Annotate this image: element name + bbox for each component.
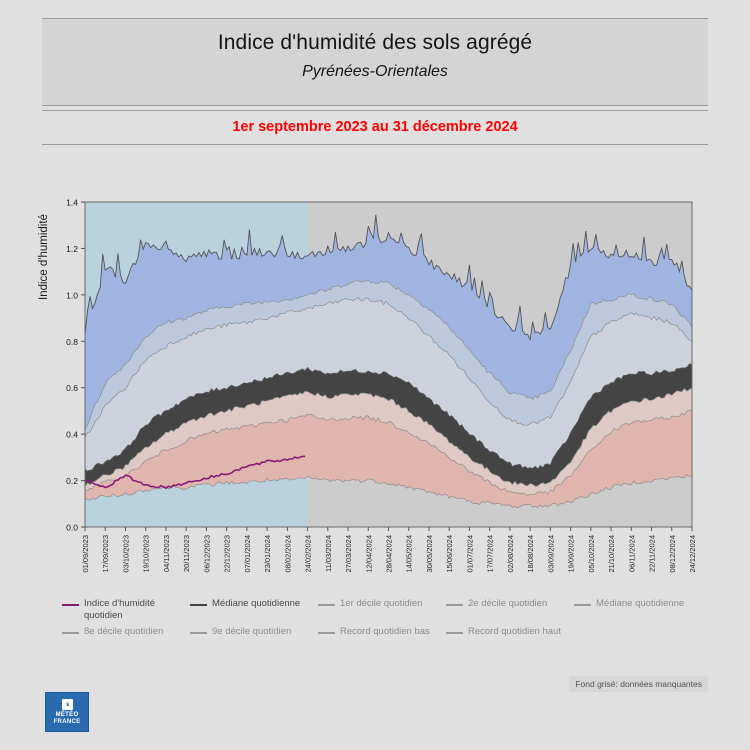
legend-item-label: 1er décile quotidien xyxy=(340,598,423,609)
legend-item: 1er décile quotidien xyxy=(318,598,446,621)
legend-line-swatch-icon xyxy=(190,632,207,634)
svg-text:1.2: 1.2 xyxy=(66,244,78,254)
svg-text:1.0: 1.0 xyxy=(66,290,78,300)
y-axis-label: Indice d'humidité xyxy=(38,214,50,300)
svg-text:08/12/2024: 08/12/2024 xyxy=(668,535,677,573)
svg-text:0.8: 0.8 xyxy=(66,337,78,347)
svg-text:22/11/2024: 22/11/2024 xyxy=(648,535,657,572)
svg-text:06/12/2023: 06/12/2023 xyxy=(202,535,211,573)
svg-text:27/03/2024: 27/03/2024 xyxy=(344,535,353,573)
legend-item: Médiane quotidienne xyxy=(574,598,702,621)
svg-text:04/11/2023: 04/11/2023 xyxy=(162,535,171,572)
svg-text:01/09/2023: 01/09/2023 xyxy=(81,535,90,573)
legend-row-2: 8e décile quotidien 9e décile quotidien Re… xyxy=(62,626,702,638)
legend-line-swatch-icon xyxy=(446,604,463,606)
missing-data-note: Fond grisé: données manquantes xyxy=(569,676,708,692)
svg-text:0.2: 0.2 xyxy=(66,476,78,486)
svg-text:17/07/2024: 17/07/2024 xyxy=(486,535,495,573)
legend-item-label: Record quotidien bas xyxy=(340,626,430,637)
legend-item-label: 9e décile quotidien xyxy=(212,626,292,637)
svg-text:17/09/2023: 17/09/2023 xyxy=(101,535,110,573)
legend-line-swatch-icon xyxy=(446,632,463,634)
svg-text:0.0: 0.0 xyxy=(66,523,78,533)
legend-item-label: Médiane quotidienne xyxy=(212,598,301,609)
page-subtitle: Pyrénées-Orientales xyxy=(302,63,448,80)
svg-text:0.4: 0.4 xyxy=(66,430,78,440)
svg-text:21/10/2024: 21/10/2024 xyxy=(607,535,616,573)
legend-item: 8e décile quotidien xyxy=(62,626,190,638)
svg-text:30/05/2024: 30/05/2024 xyxy=(425,535,434,573)
svg-text:20/11/2023: 20/11/2023 xyxy=(182,535,191,572)
svg-text:01/07/2024: 01/07/2024 xyxy=(465,535,474,573)
svg-text:12/04/2024: 12/04/2024 xyxy=(364,535,373,573)
svg-text:06/11/2024: 06/11/2024 xyxy=(627,535,636,572)
legend-row-1: Indice d'humidité quotidien Médiane quoti… xyxy=(62,598,702,621)
svg-text:1.4: 1.4 xyxy=(66,198,78,208)
legend-line-swatch-icon xyxy=(318,604,335,606)
legend-item-label: Indice d'humidité quotidien xyxy=(84,598,155,621)
logo-mark-icon: ◑ xyxy=(61,698,73,710)
logo-line-2: FRANCE xyxy=(53,718,81,725)
svg-text:18/08/2024: 18/08/2024 xyxy=(526,535,535,573)
svg-text:14/05/2024: 14/05/2024 xyxy=(405,535,414,573)
period-label: 1er septembre 2023 au 31 décembre 2024 xyxy=(232,119,518,135)
legend-item: Médiane quotidienne xyxy=(190,598,318,621)
svg-text:23/01/2024: 23/01/2024 xyxy=(263,535,272,573)
legend-item-label: 2e décile quotidien xyxy=(468,598,548,609)
legend-item: Indice d'humidité quotidien xyxy=(62,598,190,621)
legend-item: 2e décile quotidien xyxy=(446,598,574,621)
legend-item: Record quotidien haut xyxy=(446,626,574,638)
header-panel: Indice d'humidité des sols agrégé Pyréné… xyxy=(42,18,708,106)
legend-line-swatch-icon xyxy=(574,604,591,606)
svg-text:03/09/2024: 03/09/2024 xyxy=(546,535,555,573)
chart-legend: Indice d'humidité quotidien Médiane quoti… xyxy=(62,598,702,654)
period-panel: 1er septembre 2023 au 31 décembre 2024 xyxy=(42,110,708,145)
legend-item-label: 8e décile quotidien xyxy=(84,626,164,637)
logo-line-1: MÉTÉO xyxy=(55,711,79,718)
humidity-index-chart: 0.0 0.2 0.4 0.6 0.8 1.0 1.2 1.4 01/09/2023 17/09/… xyxy=(66,198,697,573)
svg-text:19/10/2023: 19/10/2023 xyxy=(142,535,151,573)
svg-text:28/04/2024: 28/04/2024 xyxy=(385,535,394,573)
svg-text:24/02/2024: 24/02/2024 xyxy=(304,535,313,573)
svg-text:11/03/2024: 11/03/2024 xyxy=(324,535,333,572)
svg-text:24/12/2024: 24/12/2024 xyxy=(688,535,697,573)
svg-text:19/09/2024: 19/09/2024 xyxy=(567,535,576,573)
svg-text:03/10/2023: 03/10/2023 xyxy=(121,535,130,573)
legend-line-swatch-icon xyxy=(62,632,79,634)
legend-line-swatch-icon xyxy=(190,604,207,606)
legend-line-swatch-icon xyxy=(318,632,335,634)
page-title: Indice d'humidité des sols agrégé xyxy=(217,31,533,54)
svg-text:08/02/2024: 08/02/2024 xyxy=(283,535,292,573)
svg-text:0.6: 0.6 xyxy=(66,383,78,393)
svg-text:15/06/2024: 15/06/2024 xyxy=(445,535,454,573)
svg-text:07/01/2024: 07/01/2024 xyxy=(243,535,252,573)
legend-item-label: Record quotidien haut xyxy=(468,626,561,637)
chart-container: 0.0 0.2 0.4 0.6 0.8 1.0 1.2 1.4 01/09/2023 17/09/… xyxy=(0,180,750,600)
svg-text:05/10/2024: 05/10/2024 xyxy=(587,535,596,573)
svg-text:22/12/2023: 22/12/2023 xyxy=(223,535,232,573)
legend-item: Record quotidien bas xyxy=(318,626,446,638)
meteo-france-logo: ◑ MÉTÉO FRANCE xyxy=(45,692,89,732)
legend-item: 9e décile quotidien xyxy=(190,626,318,638)
legend-item-label: Médiane quotidienne xyxy=(596,598,685,609)
legend-line-swatch-icon xyxy=(62,604,79,606)
svg-text:02/08/2024: 02/08/2024 xyxy=(506,535,515,573)
